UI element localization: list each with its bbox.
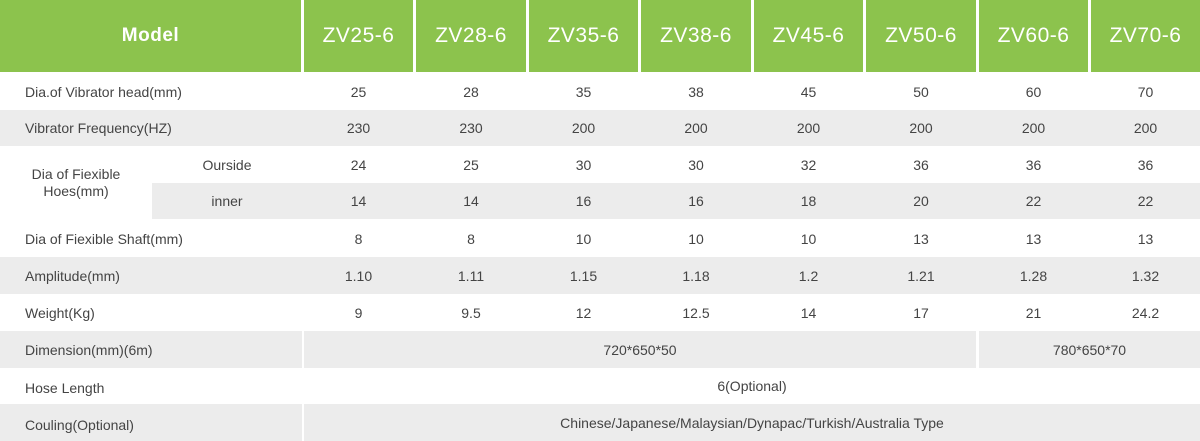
- table-cell: 230: [459, 120, 483, 136]
- table-cell: 32: [800, 156, 817, 173]
- table-cell: 12: [575, 304, 592, 321]
- row-label: Dia.of Vibrator head(mm): [25, 84, 182, 100]
- sub-label-outside: Ourside: [202, 156, 252, 173]
- model-col-1: ZV25-6: [304, 0, 413, 72]
- table-cell: 8: [354, 230, 363, 247]
- row-label: Vibrator Frequency(HZ): [25, 120, 172, 136]
- table-cell: 1.15: [569, 267, 598, 284]
- table-cell: 35: [575, 84, 592, 100]
- table-cell: 36: [1137, 156, 1154, 173]
- row-label: Dia of Fiexible Hoes(mm): [0, 146, 152, 219]
- table-header: Model ZV25-6 ZV28-6 ZV35-6 ZV38-6 ZV45-6…: [0, 0, 1200, 72]
- row-label: Dia of Fiexible Shaft(mm): [25, 230, 183, 247]
- table-row: Dimension(mm)(6m) 720*650*50 780*650*70: [0, 331, 1200, 368]
- table-cell: 50: [913, 84, 929, 100]
- table-row: Dia of Fiexible Shaft(mm) 8 8 10 10 10 1…: [0, 220, 1200, 257]
- table-cell: 14: [463, 193, 479, 209]
- model-col-8: ZV70-6: [1091, 0, 1200, 72]
- table-cell: 200: [909, 120, 933, 136]
- table-cell: 1.32: [1131, 267, 1160, 284]
- row-label: Couling(Optional): [25, 416, 134, 433]
- table-cell: 25: [350, 84, 367, 100]
- table-row: Vibrator Frequency(HZ) 230 230 200 200 2…: [0, 110, 1200, 146]
- table-cell: 200: [1021, 120, 1046, 136]
- table-cell: 22: [1025, 193, 1042, 209]
- table-cell: 13: [913, 230, 929, 247]
- table-cell: 21: [1025, 304, 1042, 321]
- model-col-7: ZV60-6: [979, 0, 1088, 72]
- table-cell: 10: [575, 230, 592, 247]
- table-cell: 22: [1137, 193, 1154, 209]
- table-cell: 17: [913, 304, 929, 321]
- table-cell-merged: 6(Optional): [717, 378, 787, 394]
- table-cell: 1.10: [344, 267, 373, 284]
- table-cell: 20: [913, 193, 929, 209]
- table-cell: 1.18: [682, 267, 710, 284]
- table-cell: 1.2: [798, 267, 819, 284]
- row-label: Amplitude(mm): [25, 267, 120, 284]
- table-cell: 200: [1133, 120, 1158, 136]
- table-cell-merged: Chinese/Japanese/Malaysian/Dynapac/Turki…: [560, 414, 944, 431]
- model-col-5: ZV45-6: [754, 0, 863, 72]
- table-cell: 45: [800, 84, 817, 100]
- table-cell: 9: [354, 304, 363, 321]
- table-cell: 200: [684, 120, 708, 136]
- table-cell: 230: [346, 120, 371, 136]
- row-label: Dimension(mm)(6m): [25, 341, 153, 358]
- table-cell: 200: [571, 120, 596, 136]
- table-cell: 1.28: [1019, 267, 1048, 284]
- table-row: Dia.of Vibrator head(mm) 25 28 35 38 45 …: [0, 74, 1200, 110]
- table-cell: 36: [913, 156, 929, 173]
- table-cell: 70: [1137, 84, 1154, 100]
- model-col-3: ZV35-6: [529, 0, 638, 72]
- table-cell: 16: [688, 193, 704, 209]
- table-cell: 16: [575, 193, 592, 209]
- table-cell: 30: [688, 156, 704, 173]
- model-col-4: ZV38-6: [641, 0, 751, 72]
- table-cell: 13: [1137, 230, 1154, 247]
- table-row: Weight(Kg) 9 9.5 12 12.5 14 17 21 24.2: [0, 294, 1200, 331]
- table-cell: 25: [463, 156, 479, 173]
- table-cell: 14: [800, 304, 817, 321]
- table-cell: 24.2: [1131, 304, 1160, 321]
- table-cell: 38: [688, 84, 704, 100]
- table-cell-merged: 720*650*50: [603, 341, 677, 358]
- table-row-group: Dia of Fiexible Hoes(mm) Ourside 24 25 3…: [0, 146, 1200, 219]
- table-cell: 10: [688, 230, 704, 247]
- model-col-6: ZV50-6: [866, 0, 976, 72]
- table-cell: 1.11: [457, 267, 485, 284]
- hose-dia-label: Dia of Fiexible Hoes(mm): [31, 165, 121, 199]
- table-row: Couling(Optional) Chinese/Japanese/Malay…: [0, 404, 1200, 441]
- table-cell: 1.21: [907, 267, 935, 284]
- table-cell: 200: [796, 120, 821, 136]
- row-label: Weight(Kg): [25, 304, 95, 321]
- table-cell: 8: [467, 230, 475, 247]
- table-cell: 30: [575, 156, 592, 173]
- table-cell: 13: [1025, 230, 1042, 247]
- table-cell: 12.5: [682, 304, 710, 321]
- model-col-2: ZV28-6: [416, 0, 526, 72]
- table-cell: 14: [350, 193, 367, 209]
- table-cell: 10: [800, 230, 817, 247]
- table-cell: 28: [463, 84, 479, 100]
- table-row: Hose Length 6(Optional): [0, 368, 1200, 404]
- model-header: Model: [0, 0, 301, 72]
- table-cell: 9.5: [461, 304, 481, 321]
- row-label: Hose Length: [25, 380, 105, 396]
- table-cell: 36: [1025, 156, 1042, 173]
- table-cell: 24: [350, 156, 367, 173]
- table-cell-merged: 780*650*70: [1052, 341, 1127, 358]
- sub-label-inner: inner: [211, 193, 243, 209]
- table-cell: 18: [800, 193, 817, 209]
- table-row: Amplitude(mm) 1.10 1.11 1.15 1.18 1.2 1.…: [0, 257, 1200, 294]
- table-cell: 60: [1025, 84, 1042, 100]
